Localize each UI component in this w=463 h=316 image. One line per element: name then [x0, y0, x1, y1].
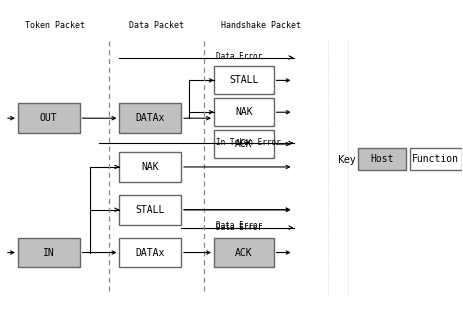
Bar — [119, 195, 181, 225]
Text: Data Error: Data Error — [215, 52, 262, 62]
Text: STALL: STALL — [135, 205, 164, 215]
Bar — [213, 130, 273, 158]
Text: Token Packet: Token Packet — [25, 21, 85, 30]
Text: ACK: ACK — [234, 247, 252, 258]
Text: DATAx: DATAx — [135, 113, 164, 123]
Bar — [213, 98, 273, 126]
Bar — [213, 66, 273, 94]
Bar — [18, 238, 80, 267]
Text: Data Error: Data Error — [215, 221, 262, 230]
Text: STALL: STALL — [229, 76, 258, 85]
Text: NAK: NAK — [234, 107, 252, 117]
Text: Host: Host — [369, 154, 393, 164]
Text: OUT: OUT — [40, 113, 57, 123]
Bar — [409, 148, 461, 170]
Text: Data Packet: Data Packet — [128, 21, 183, 30]
Bar — [119, 238, 181, 267]
Text: NAK: NAK — [141, 162, 159, 172]
Text: IN: IN — [43, 247, 55, 258]
Text: Function: Function — [412, 154, 458, 164]
Text: Handshake Packet: Handshake Packet — [220, 21, 300, 30]
Bar — [213, 238, 273, 267]
Text: Key: Key — [338, 155, 355, 165]
Text: ACK: ACK — [234, 139, 252, 149]
Bar — [18, 103, 80, 133]
Bar — [119, 152, 181, 182]
Text: DATAx: DATAx — [135, 247, 164, 258]
Text: Data Error: Data Error — [215, 223, 262, 232]
Text: In Token Error: In Token Error — [215, 138, 280, 147]
Bar — [357, 148, 405, 170]
Bar — [119, 103, 181, 133]
